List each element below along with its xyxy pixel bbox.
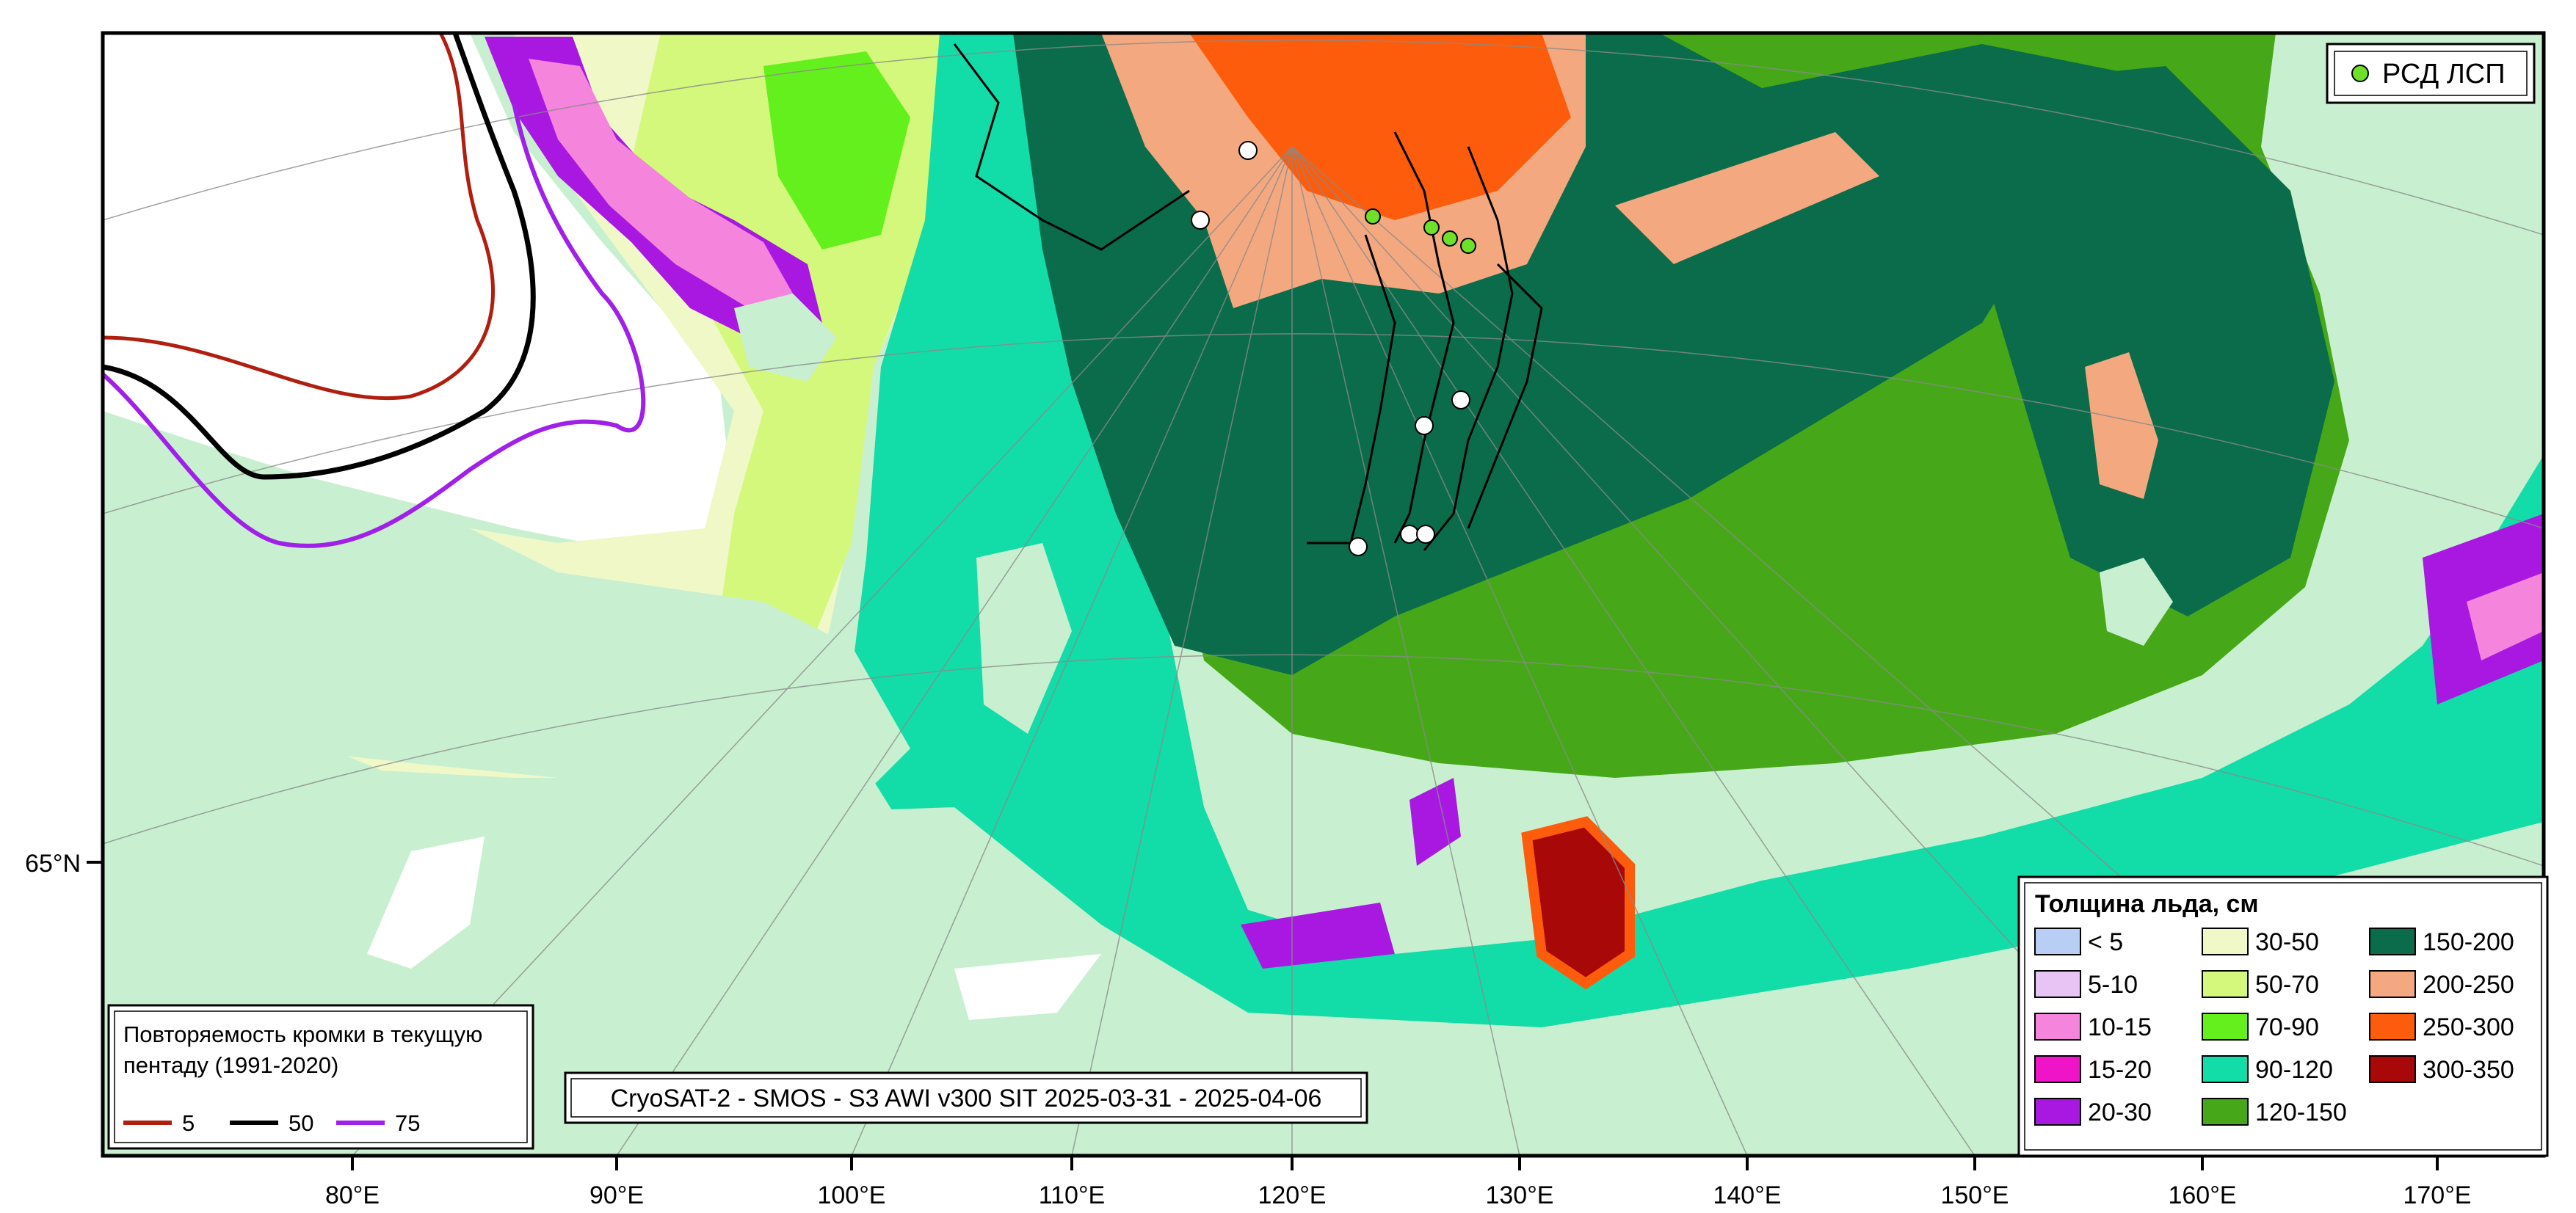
thickness-label: 50-70 [2255,971,2319,999]
station-marker [1442,230,1458,247]
thickness-swatch [2034,1013,2081,1041]
lon-label: 160°E [2168,1181,2236,1209]
historic-station [1191,211,1210,230]
edge-legend-label: 75 [395,1110,420,1136]
historic-station [1451,390,1470,409]
thickness-swatch [2202,928,2249,955]
edge-line-50 [103,33,536,480]
lon-label: 170°E [2403,1181,2471,1209]
thickness-label: 120-150 [2255,1099,2347,1126]
station-legend-label: РСД ЛСП [2382,59,2506,90]
caption-text: CryoSAT-2 - SMOS - S3 AWI v300 SIT 2025-… [611,1085,1322,1112]
ice-300-350-patch [1527,822,1630,983]
land-severnaya-zemlya [734,294,837,382]
ice-20-30-coastal [1241,903,1395,969]
historic-station [1416,525,1435,544]
edge-line-5 [103,33,495,401]
river-delta-open [367,837,485,969]
lon-label: 110°E [1039,1181,1105,1209]
thickness-swatch [2369,970,2416,998]
drift-tracks [953,43,1543,551]
thickness-label: 30-50 [2255,928,2319,956]
lon-label: 150°E [1940,1181,2009,1209]
graticule [103,40,2544,1156]
edge-line-75 [103,102,646,548]
land-siberia-south [103,807,2544,1156]
thickness-label: 90-120 [2255,1056,2333,1084]
ice-20-30-coastal-2 [1409,778,1461,866]
station-marker [1365,208,1381,225]
thickness-swatch [2034,970,2081,998]
thickness-swatch [2202,1013,2249,1041]
thickness-swatch [2369,1055,2416,1083]
map-frame [101,31,2546,1158]
lat-label-65n: 65°N [25,850,81,878]
drift-stations [1191,141,1476,556]
land-new-siberian [2100,558,2173,646]
thickness-label: 150-200 [2423,928,2514,956]
historic-station [1400,525,1419,544]
lon-label: 100°E [817,1181,885,1209]
ice-10-15-fringe [529,59,793,308]
thickness-swatch [2369,928,2416,955]
edge-legend-label: 50 [289,1110,313,1136]
ice-250-300-zone [1189,33,1571,220]
thickness-swatch [2202,970,2249,998]
lon-label: 130°E [1485,1181,1553,1209]
thickness-label: 200-250 [2423,971,2514,999]
edge-legend-title-1: Повторяемость кромки в текущую [123,1021,482,1047]
thickness-legend-title: Толщина льда, см [2035,890,2259,918]
coastal-lead-open [954,954,1101,1020]
lon-label: 80°E [325,1181,380,1209]
thickness-swatch [2034,1055,2081,1083]
lon-label: 90°E [589,1181,644,1209]
edge-legend-label: 5 [182,1110,195,1136]
thickness-label: 10-15 [2088,1013,2152,1041]
ice-150-200-east [1945,66,2334,616]
thickness-label: 70-90 [2255,1013,2319,1041]
lon-label: 140°E [1713,1181,1781,1209]
historic-station [1238,141,1258,160]
station-legend: РСД ЛСП [2326,43,2536,104]
edge-legend-title-2: пентаду (1991-2020) [123,1052,338,1078]
thickness-label: 20-30 [2088,1099,2152,1126]
ice-10-15-east [2467,572,2544,660]
lon-label: 120°E [1258,1181,1326,1209]
thickness-legend: Толщина льда, см < 5 5-10 10-15 15-20 20-30 3… [2017,875,2549,1157]
ice-200-250-patch-2 [1615,132,1879,264]
historic-station [1415,416,1434,435]
station-marker [1460,238,1476,254]
thickness-label: 15-20 [2088,1056,2152,1084]
ice-70-90-patch [763,51,910,249]
land-wrangel-area [976,543,1072,734]
thickness-label: 300-350 [2423,1056,2514,1084]
map-area [103,33,2544,1156]
ice-200-250-patch [2085,352,2158,499]
thickness-label: 250-300 [2423,1013,2514,1041]
thickness-swatch [2202,1055,2249,1083]
thickness-swatch [2034,1098,2081,1126]
thickness-swatch [2034,928,2081,955]
thickness-swatch [2202,1098,2249,1126]
historic-station [1349,537,1368,556]
lon-axis: 80°E 90°E 100°E 110°E 120°E 130°E 140°E … [325,1156,2472,1209]
thickness-label: < 5 [2088,928,2123,956]
land-taymyr [103,499,910,822]
caption-box: CryoSAT-2 - SMOS - S3 AWI v300 SIT 2025-… [564,1071,1368,1124]
station-marker [1423,219,1440,236]
open-water-region [103,33,734,558]
edge-legend: Повторяемость кромки в текущую пентаду (… [107,1004,534,1150]
station-legend-marker [2351,65,2369,82]
ice-250-300-ring [1521,816,1635,990]
thickness-label: 5-10 [2088,971,2138,999]
thickness-swatch [2369,1013,2416,1041]
